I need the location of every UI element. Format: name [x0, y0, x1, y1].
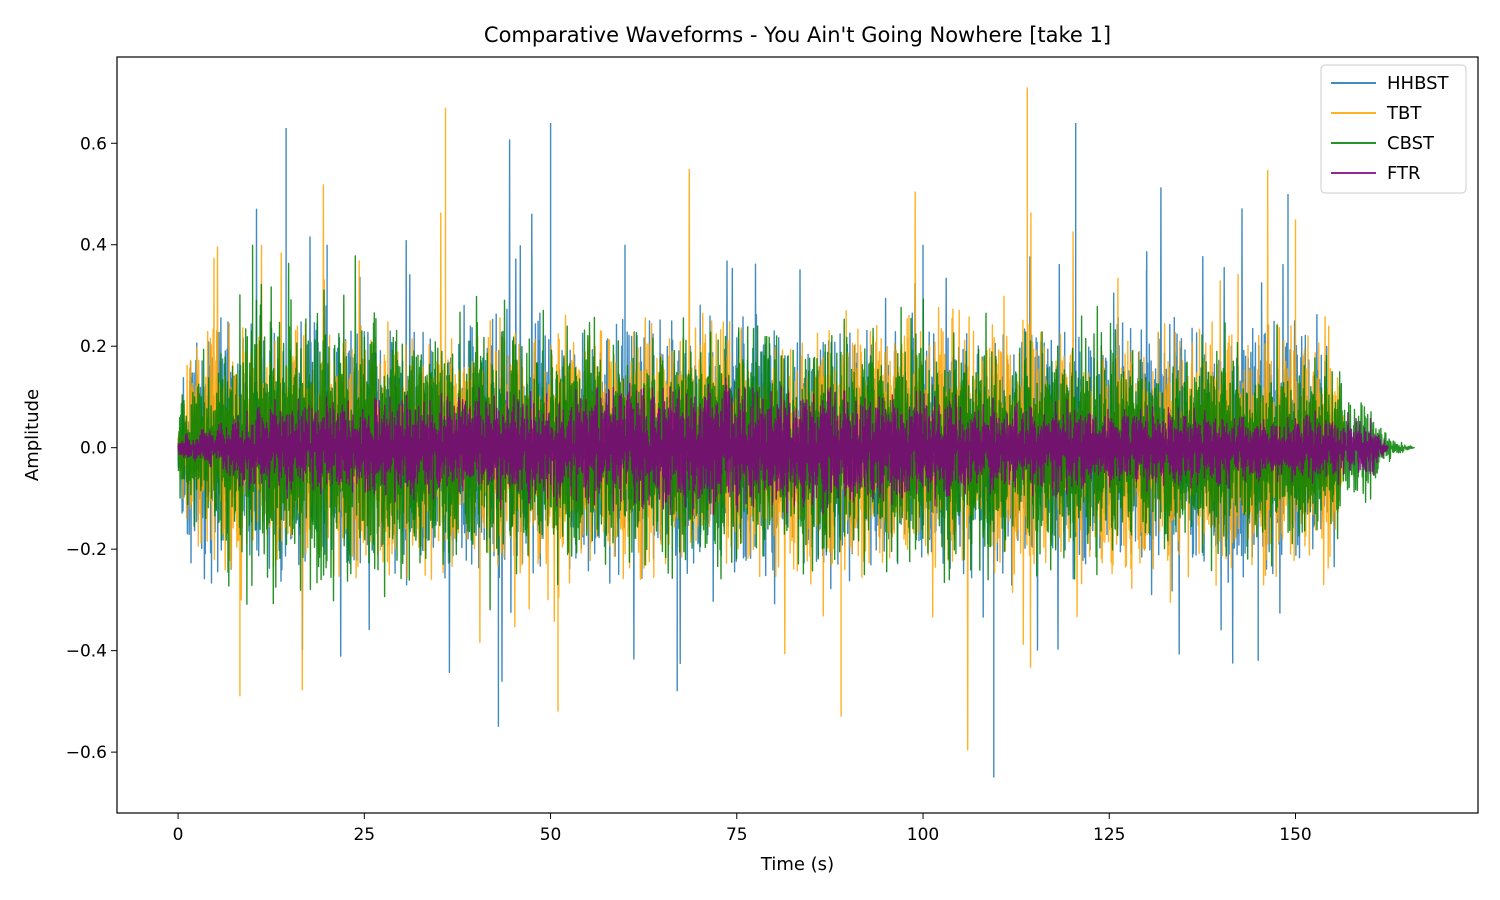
x-tick-label: 25: [353, 825, 375, 845]
chart-title: Comparative Waveforms - You Ain't Going …: [484, 23, 1111, 47]
y-tick-label: −0.2: [66, 540, 107, 560]
x-axis-ticks: 0 25 50 75 100 125 150: [173, 813, 1312, 845]
y-tick-label: 0.2: [80, 337, 107, 357]
x-tick-label: 150: [1279, 825, 1311, 845]
legend-box: [1320, 64, 1467, 194]
x-tick-label: 100: [907, 825, 939, 845]
x-tick-label: 125: [1093, 825, 1125, 845]
y-tick-label: 0.6: [80, 134, 107, 154]
x-tick-label: 0: [173, 825, 184, 845]
series-line-ftr: [177, 377, 1389, 516]
series-layer: [177, 87, 1415, 778]
legend: HHBST TBT CBST FTR: [1320, 64, 1467, 194]
y-axis-ticks: −0.6 −0.4 −0.2 0.0 0.2 0.4 0.6: [66, 134, 117, 763]
plot-area-frame: [116, 56, 1479, 814]
x-tick-label: 50: [540, 825, 562, 845]
x-tick-label: 75: [726, 825, 748, 845]
legend-label-ftr: FTR: [1387, 163, 1421, 184]
legend-label-cbst: CBST: [1387, 133, 1435, 154]
y-tick-label: 0.0: [80, 439, 107, 459]
legend-label-hhbst: HHBST: [1387, 73, 1450, 94]
series-line-cbst: [177, 244, 1415, 611]
y-axis-label: Amplitude: [22, 389, 43, 481]
legend-label-tbt: TBT: [1386, 103, 1422, 124]
y-tick-label: 0.4: [80, 236, 107, 256]
y-tick-label: −0.4: [66, 642, 107, 662]
y-tick-label: −0.6: [66, 743, 107, 763]
x-axis-label: Time (s): [760, 854, 834, 875]
